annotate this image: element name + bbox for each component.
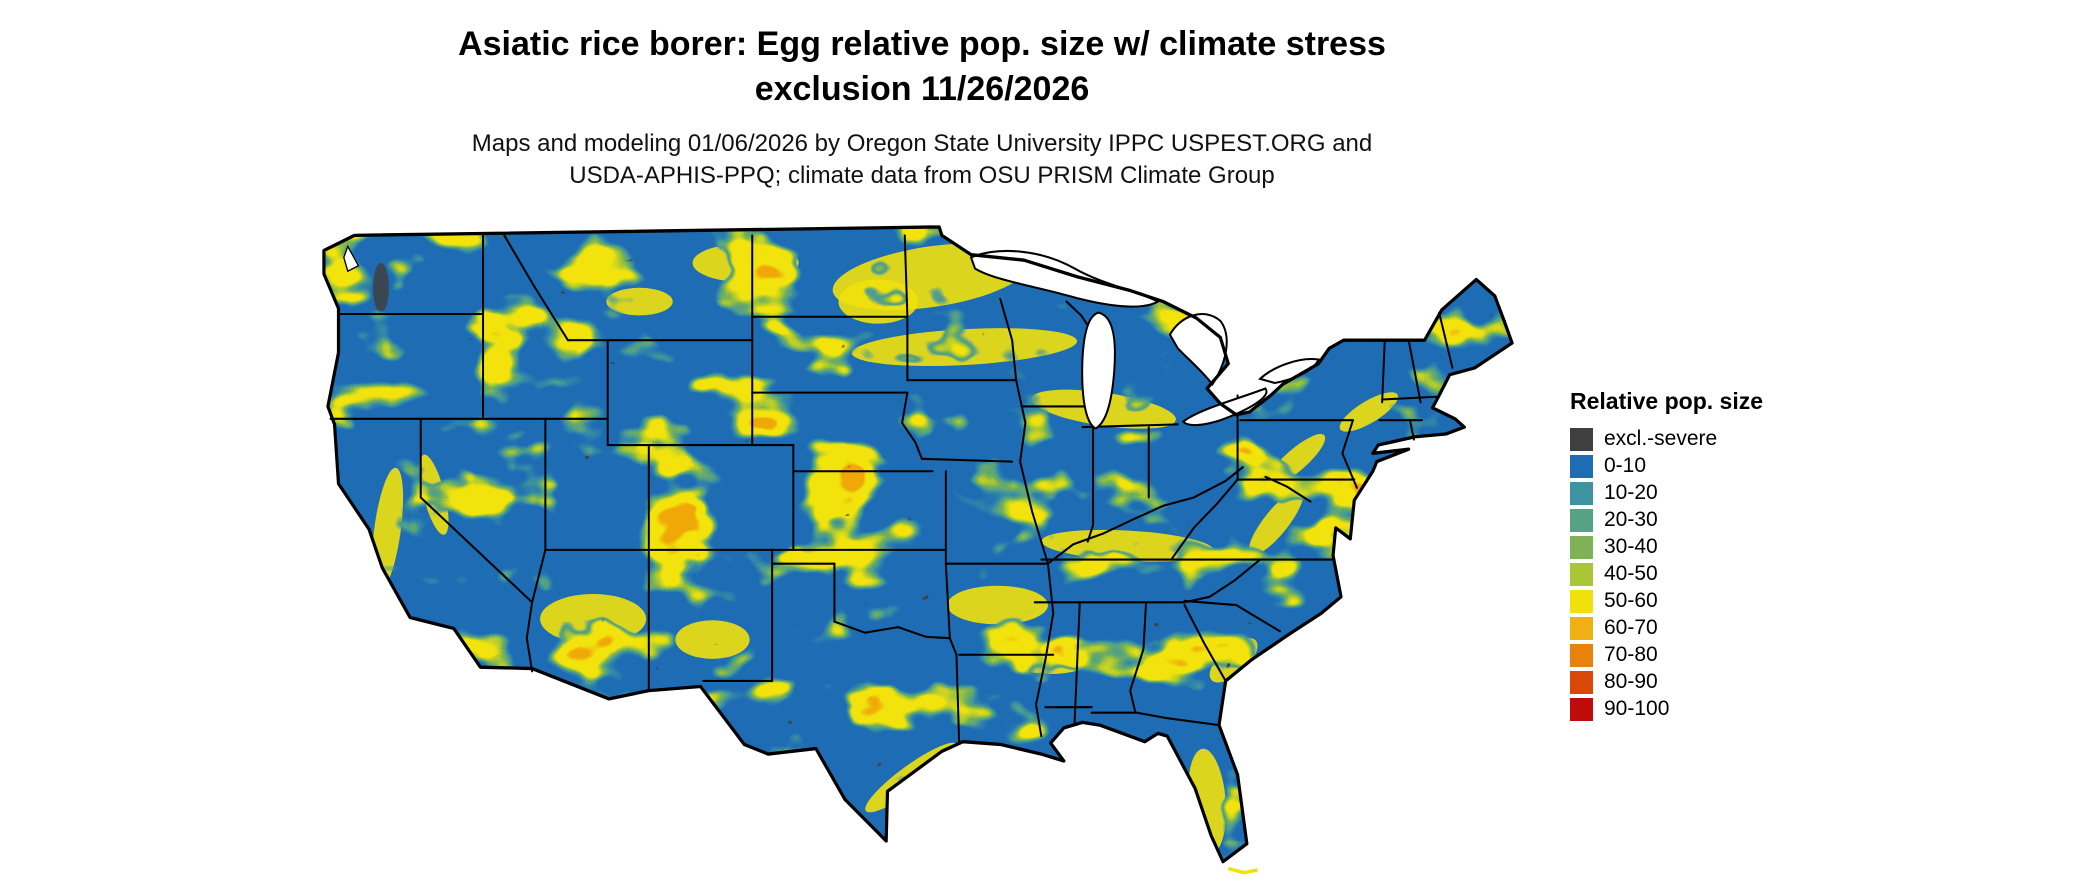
legend-swatch — [1570, 535, 1593, 559]
legend-swatch — [1570, 481, 1593, 505]
legend-swatch — [1570, 508, 1593, 532]
legend-swatch — [1570, 562, 1593, 586]
map-subtitle: Maps and modeling 01/06/2026 by Oregon S… — [0, 128, 1844, 193]
legend-swatch — [1570, 427, 1593, 451]
legend-label: 50-60 — [1604, 589, 1658, 612]
lake-michigan — [1081, 311, 1116, 430]
legend-row: 40-50 — [1570, 562, 1763, 586]
legend-row: excl.-severe — [1570, 427, 1763, 451]
legend-label: 0-10 — [1604, 454, 1647, 477]
legend-swatch — [1570, 643, 1593, 667]
legend-row: 50-60 — [1570, 589, 1763, 613]
florida-keys — [1227, 866, 1258, 875]
legend-row: 20-30 — [1570, 508, 1763, 532]
us-outline — [322, 225, 1514, 864]
map-title-line1: Asiatic rice borer: Egg relative pop. si… — [458, 25, 1386, 63]
legend-swatch — [1570, 454, 1593, 478]
map-title: Asiatic rice borer: Egg relative pop. si… — [0, 22, 1844, 112]
legend-swatch — [1570, 670, 1593, 694]
lake-ontario — [1258, 358, 1320, 385]
legend-label: 80-90 — [1604, 670, 1658, 693]
legend-label: 90-100 — [1604, 697, 1670, 720]
state-borders — [329, 234, 1454, 743]
legend-row: 30-40 — [1570, 535, 1763, 559]
legend-row: 0-10 — [1570, 454, 1763, 478]
legend-swatch — [1570, 589, 1593, 613]
legend-label: 10-20 — [1604, 481, 1658, 504]
legend-label: 20-30 — [1604, 508, 1658, 531]
legend-label: 30-40 — [1604, 535, 1658, 558]
legend-items: excl.-severe 0-10 10-20 20-30 30-40 40-50 50-6… — [1570, 427, 1763, 721]
legend-swatch — [1570, 697, 1593, 721]
legend-label: 40-50 — [1604, 562, 1658, 585]
great-lakes — [343, 244, 1320, 430]
legend-label: 70-80 — [1604, 643, 1658, 666]
legend-label: excl.-severe — [1604, 427, 1718, 450]
map-subtitle-line1: Maps and modeling 01/06/2026 by Oregon S… — [471, 129, 1373, 157]
puget-sound — [343, 244, 360, 273]
legend-row: 10-20 — [1570, 481, 1763, 505]
map-title-line2: exclusion 11/26/2026 — [754, 69, 1090, 108]
us-map — [322, 225, 1514, 875]
map-subtitle-line2: USDA-APHIS-PPQ; climate data from OSU PR… — [569, 162, 1275, 190]
legend-row: 70-80 — [1570, 643, 1763, 667]
legend-row: 60-70 — [1570, 616, 1763, 640]
map-header: Asiatic rice borer: Egg relative pop. si… — [0, 22, 1844, 193]
legend-label: 60-70 — [1604, 616, 1658, 639]
map-container — [308, 205, 1528, 881]
population-raster — [323, 227, 1513, 862]
legend: Relative pop. size excl.-severe 0-10 10-20… — [1570, 388, 1763, 724]
legend-row: 80-90 — [1570, 670, 1763, 694]
lake-superior — [969, 249, 1161, 308]
legend-swatch — [1570, 616, 1593, 640]
legend-title: Relative pop. size — [1570, 388, 1764, 414]
legend-row: 90-100 — [1570, 697, 1763, 721]
